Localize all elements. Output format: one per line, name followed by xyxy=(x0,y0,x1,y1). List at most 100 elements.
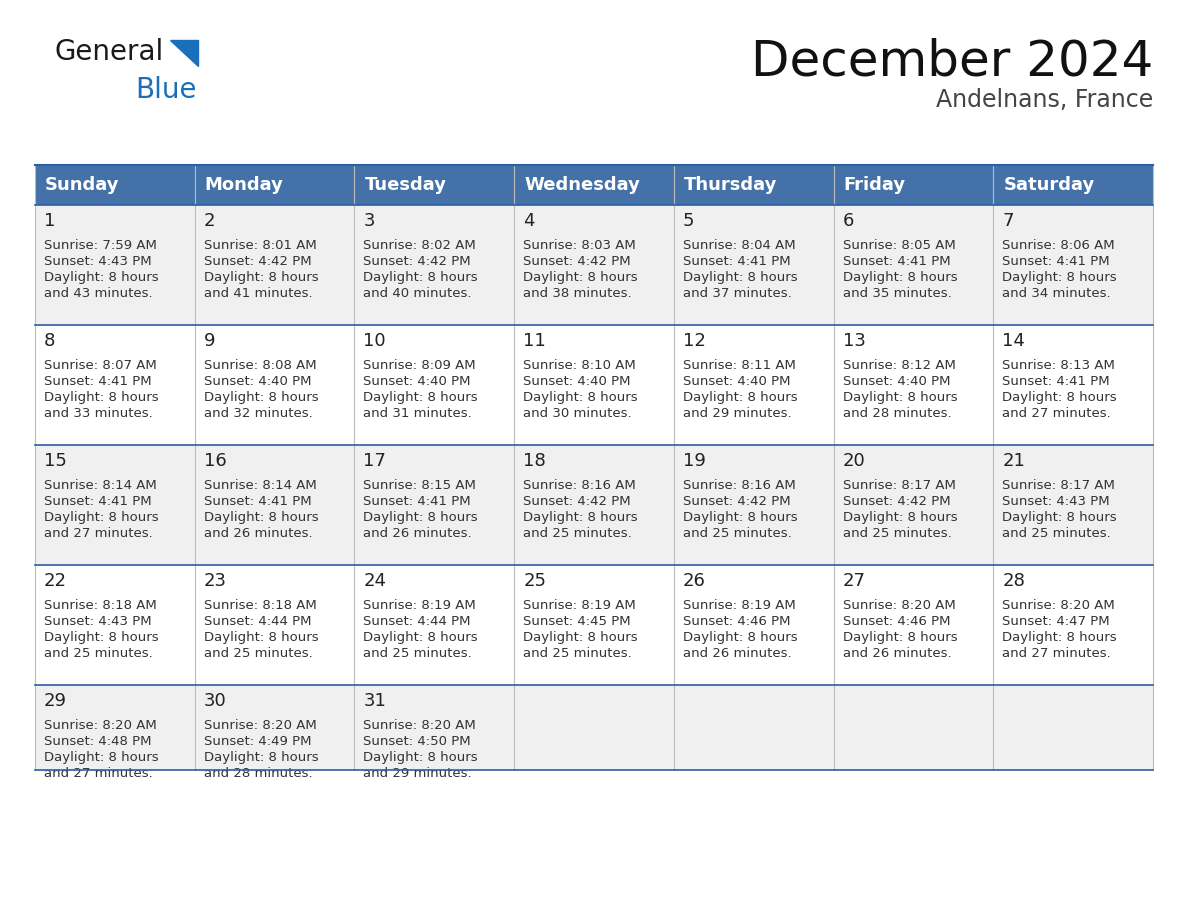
Text: Sunrise: 8:16 AM: Sunrise: 8:16 AM xyxy=(683,479,796,492)
Text: Sunset: 4:46 PM: Sunset: 4:46 PM xyxy=(683,615,790,628)
Text: Sunset: 4:43 PM: Sunset: 4:43 PM xyxy=(1003,495,1110,508)
Text: Daylight: 8 hours: Daylight: 8 hours xyxy=(523,271,638,284)
Text: Daylight: 8 hours: Daylight: 8 hours xyxy=(1003,271,1117,284)
Bar xyxy=(195,165,354,205)
Text: and 25 minutes.: and 25 minutes. xyxy=(683,527,791,540)
Text: Daylight: 8 hours: Daylight: 8 hours xyxy=(523,511,638,524)
Text: 1: 1 xyxy=(44,212,56,230)
Text: Sunset: 4:41 PM: Sunset: 4:41 PM xyxy=(1003,375,1110,388)
Text: 2: 2 xyxy=(203,212,215,230)
Text: 17: 17 xyxy=(364,452,386,470)
Text: Sunset: 4:40 PM: Sunset: 4:40 PM xyxy=(842,375,950,388)
Text: and 27 minutes.: and 27 minutes. xyxy=(44,527,153,540)
Text: 15: 15 xyxy=(44,452,67,470)
Text: 26: 26 xyxy=(683,572,706,590)
Text: Sunrise: 8:10 AM: Sunrise: 8:10 AM xyxy=(523,359,636,372)
Text: Sunset: 4:41 PM: Sunset: 4:41 PM xyxy=(364,495,472,508)
Text: 23: 23 xyxy=(203,572,227,590)
Text: Daylight: 8 hours: Daylight: 8 hours xyxy=(683,631,797,644)
Text: Daylight: 8 hours: Daylight: 8 hours xyxy=(1003,631,1117,644)
Text: 29: 29 xyxy=(44,692,67,710)
Text: Sunrise: 8:07 AM: Sunrise: 8:07 AM xyxy=(44,359,157,372)
Text: Sunday: Sunday xyxy=(45,176,120,194)
Text: Sunset: 4:47 PM: Sunset: 4:47 PM xyxy=(1003,615,1110,628)
Text: Daylight: 8 hours: Daylight: 8 hours xyxy=(842,631,958,644)
Bar xyxy=(34,325,195,445)
Bar xyxy=(834,325,993,445)
Text: and 26 minutes.: and 26 minutes. xyxy=(683,647,791,660)
Bar xyxy=(834,565,993,685)
Text: 19: 19 xyxy=(683,452,706,470)
Text: Sunrise: 8:09 AM: Sunrise: 8:09 AM xyxy=(364,359,476,372)
Text: and 37 minutes.: and 37 minutes. xyxy=(683,287,791,300)
Text: Daylight: 8 hours: Daylight: 8 hours xyxy=(364,271,478,284)
Bar xyxy=(354,165,514,205)
Text: and 28 minutes.: and 28 minutes. xyxy=(842,407,952,420)
Bar xyxy=(195,325,354,445)
Text: and 29 minutes.: and 29 minutes. xyxy=(683,407,791,420)
Bar xyxy=(993,565,1154,685)
Text: and 29 minutes.: and 29 minutes. xyxy=(364,767,472,780)
Text: Sunrise: 8:01 AM: Sunrise: 8:01 AM xyxy=(203,239,316,252)
Text: Daylight: 8 hours: Daylight: 8 hours xyxy=(683,391,797,404)
Text: Sunset: 4:40 PM: Sunset: 4:40 PM xyxy=(203,375,311,388)
Bar xyxy=(195,565,354,685)
Text: Sunrise: 8:12 AM: Sunrise: 8:12 AM xyxy=(842,359,955,372)
Text: Daylight: 8 hours: Daylight: 8 hours xyxy=(523,391,638,404)
Text: Sunset: 4:42 PM: Sunset: 4:42 PM xyxy=(523,255,631,268)
Bar xyxy=(993,325,1154,445)
Bar xyxy=(834,445,993,565)
Text: Sunset: 4:41 PM: Sunset: 4:41 PM xyxy=(842,255,950,268)
Text: and 27 minutes.: and 27 minutes. xyxy=(1003,407,1111,420)
Bar xyxy=(34,685,195,770)
Text: Sunset: 4:42 PM: Sunset: 4:42 PM xyxy=(842,495,950,508)
Text: Saturday: Saturday xyxy=(1004,176,1094,194)
Text: Sunset: 4:40 PM: Sunset: 4:40 PM xyxy=(364,375,470,388)
Text: and 38 minutes.: and 38 minutes. xyxy=(523,287,632,300)
Bar xyxy=(34,205,195,325)
Text: Daylight: 8 hours: Daylight: 8 hours xyxy=(203,391,318,404)
Text: Sunrise: 8:03 AM: Sunrise: 8:03 AM xyxy=(523,239,636,252)
Bar xyxy=(195,445,354,565)
Text: Sunrise: 8:19 AM: Sunrise: 8:19 AM xyxy=(364,599,476,612)
Text: 31: 31 xyxy=(364,692,386,710)
Bar xyxy=(674,325,834,445)
Text: Daylight: 8 hours: Daylight: 8 hours xyxy=(1003,391,1117,404)
Text: Sunrise: 8:13 AM: Sunrise: 8:13 AM xyxy=(1003,359,1116,372)
Text: 11: 11 xyxy=(523,332,546,350)
Bar xyxy=(993,445,1154,565)
Text: Blue: Blue xyxy=(135,76,196,104)
Text: and 26 minutes.: and 26 minutes. xyxy=(203,527,312,540)
Bar xyxy=(354,205,514,325)
Text: 24: 24 xyxy=(364,572,386,590)
Text: Sunset: 4:44 PM: Sunset: 4:44 PM xyxy=(364,615,470,628)
Text: and 30 minutes.: and 30 minutes. xyxy=(523,407,632,420)
Text: Daylight: 8 hours: Daylight: 8 hours xyxy=(44,271,159,284)
Bar xyxy=(34,445,195,565)
Text: Daylight: 8 hours: Daylight: 8 hours xyxy=(44,391,159,404)
Text: Daylight: 8 hours: Daylight: 8 hours xyxy=(364,631,478,644)
Text: Sunrise: 8:17 AM: Sunrise: 8:17 AM xyxy=(842,479,955,492)
Text: 28: 28 xyxy=(1003,572,1025,590)
Text: Sunset: 4:48 PM: Sunset: 4:48 PM xyxy=(44,735,152,748)
Text: Sunrise: 8:14 AM: Sunrise: 8:14 AM xyxy=(44,479,157,492)
Text: Daylight: 8 hours: Daylight: 8 hours xyxy=(203,631,318,644)
Text: Sunrise: 8:06 AM: Sunrise: 8:06 AM xyxy=(1003,239,1114,252)
Text: Daylight: 8 hours: Daylight: 8 hours xyxy=(523,631,638,644)
Text: Thursday: Thursday xyxy=(684,176,777,194)
Text: and 26 minutes.: and 26 minutes. xyxy=(364,527,472,540)
Bar xyxy=(993,205,1154,325)
Text: 3: 3 xyxy=(364,212,375,230)
Text: Sunset: 4:43 PM: Sunset: 4:43 PM xyxy=(44,615,152,628)
Text: 20: 20 xyxy=(842,452,865,470)
Text: Daylight: 8 hours: Daylight: 8 hours xyxy=(683,271,797,284)
Bar xyxy=(834,165,993,205)
Bar xyxy=(34,165,195,205)
Text: Daylight: 8 hours: Daylight: 8 hours xyxy=(364,751,478,764)
Text: Daylight: 8 hours: Daylight: 8 hours xyxy=(842,391,958,404)
Text: and 41 minutes.: and 41 minutes. xyxy=(203,287,312,300)
Text: Wednesday: Wednesday xyxy=(524,176,640,194)
Bar xyxy=(674,685,834,770)
Text: and 34 minutes.: and 34 minutes. xyxy=(1003,287,1111,300)
Bar xyxy=(834,685,993,770)
